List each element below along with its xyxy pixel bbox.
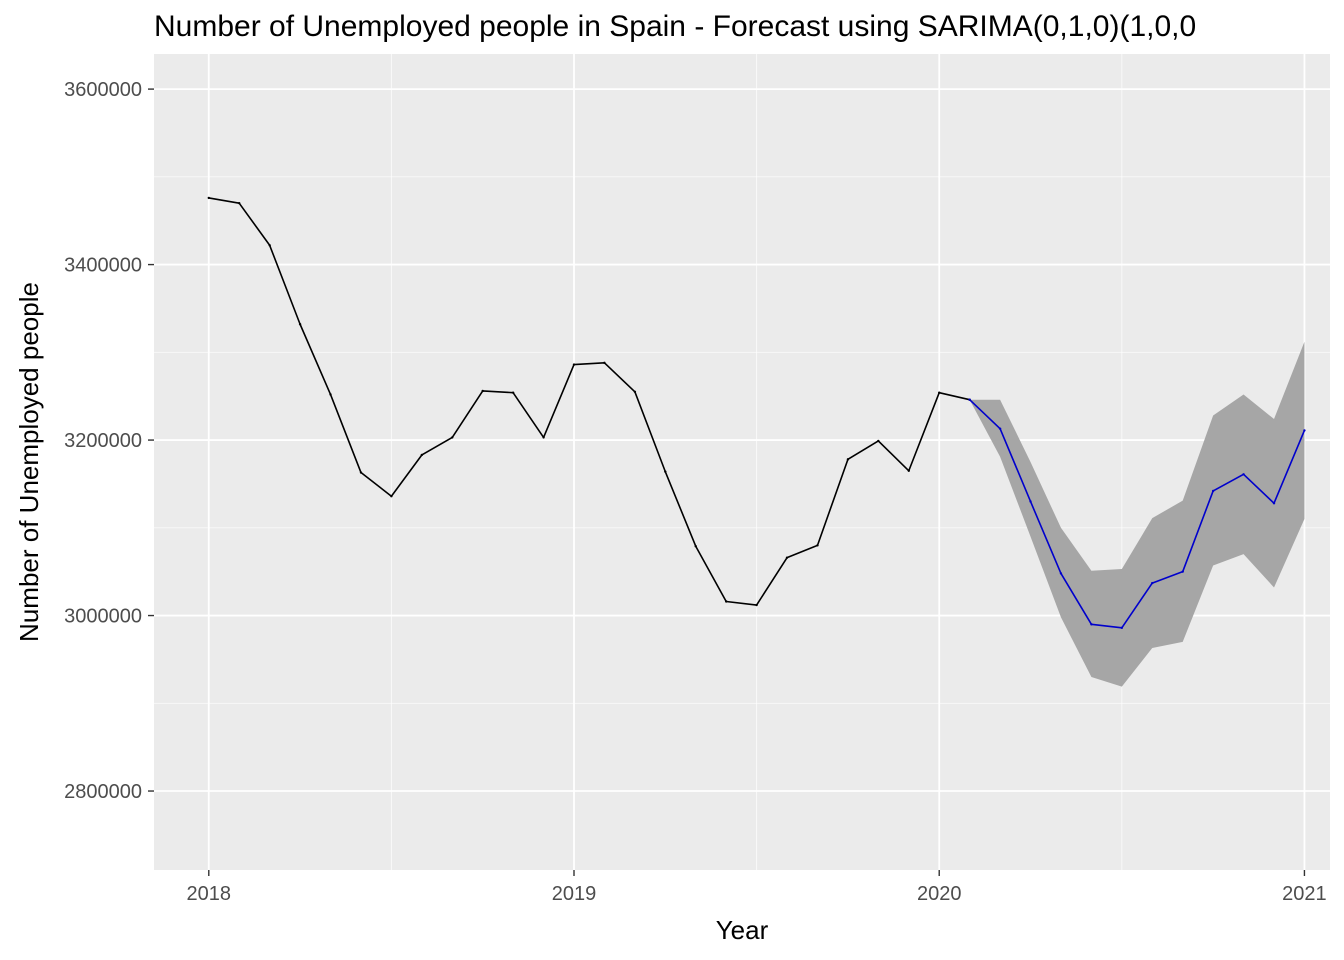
actual-point bbox=[816, 544, 819, 547]
actual-point bbox=[420, 453, 424, 457]
actual-point bbox=[755, 603, 758, 607]
actual-point bbox=[664, 470, 667, 473]
y-tick-label: 3200000 bbox=[64, 430, 142, 452]
actual-point bbox=[846, 458, 850, 461]
forecast-point bbox=[998, 427, 1002, 430]
actual-point bbox=[785, 556, 789, 559]
actual-point bbox=[329, 393, 332, 396]
forecast-point bbox=[1303, 429, 1306, 432]
actual-point bbox=[572, 363, 576, 366]
actual-point bbox=[390, 495, 393, 498]
actual-point bbox=[603, 361, 606, 365]
actual-point bbox=[207, 196, 210, 200]
forecast-point bbox=[1181, 570, 1184, 573]
plot-panel bbox=[154, 54, 1330, 870]
actual-point bbox=[298, 323, 302, 326]
x-tick-label: 2020 bbox=[917, 883, 962, 905]
forecast-point bbox=[1059, 572, 1063, 575]
actual-point bbox=[268, 244, 271, 247]
actual-point bbox=[724, 600, 728, 603]
actual-point bbox=[938, 391, 941, 394]
x-tick-label: 2021 bbox=[1282, 883, 1327, 905]
chart-title: Number of Unemployed people in Spain - F… bbox=[154, 10, 1197, 43]
y-tick-label: 3400000 bbox=[64, 255, 142, 277]
y-tick-label: 2800000 bbox=[64, 781, 142, 803]
actual-point bbox=[907, 469, 910, 472]
actual-point bbox=[542, 436, 545, 439]
actual-series-line bbox=[208, 197, 970, 606]
actual-point bbox=[877, 439, 880, 443]
minor-gridlines bbox=[154, 54, 1330, 870]
x-axis-ticks: 2018 2019 2020 2021 bbox=[187, 870, 1327, 905]
forecast-point bbox=[968, 398, 971, 401]
forecast-point bbox=[1151, 581, 1154, 585]
forecast-point bbox=[1120, 626, 1124, 630]
x-tick-label: 2019 bbox=[552, 883, 597, 905]
forecast-interval-band bbox=[969, 341, 1305, 687]
y-axis-ticks: 2800000 3000000 3200000 3400000 3600000 bbox=[64, 79, 154, 803]
actual-point bbox=[238, 201, 241, 205]
actual-point bbox=[511, 391, 515, 394]
actual-point bbox=[694, 545, 697, 548]
actual-point bbox=[451, 436, 454, 439]
forecast-point bbox=[1029, 500, 1032, 503]
forecast-point bbox=[1242, 473, 1245, 476]
x-tick-label: 2018 bbox=[187, 883, 232, 905]
forecast-series-line bbox=[969, 399, 1306, 629]
y-axis-title: Number of Unemployed people bbox=[14, 282, 44, 642]
forecast-point bbox=[1272, 502, 1276, 505]
data-points bbox=[207, 196, 1306, 630]
y-tick-label: 3600000 bbox=[64, 79, 142, 101]
forecast-point bbox=[1090, 623, 1093, 626]
actual-point bbox=[633, 390, 637, 394]
actual-point bbox=[481, 389, 484, 393]
forecast-point bbox=[1211, 489, 1215, 493]
major-gridlines bbox=[154, 54, 1330, 870]
x-axis-title: Year bbox=[716, 915, 769, 945]
actual-point bbox=[359, 471, 363, 474]
y-tick-label: 3000000 bbox=[64, 606, 142, 628]
